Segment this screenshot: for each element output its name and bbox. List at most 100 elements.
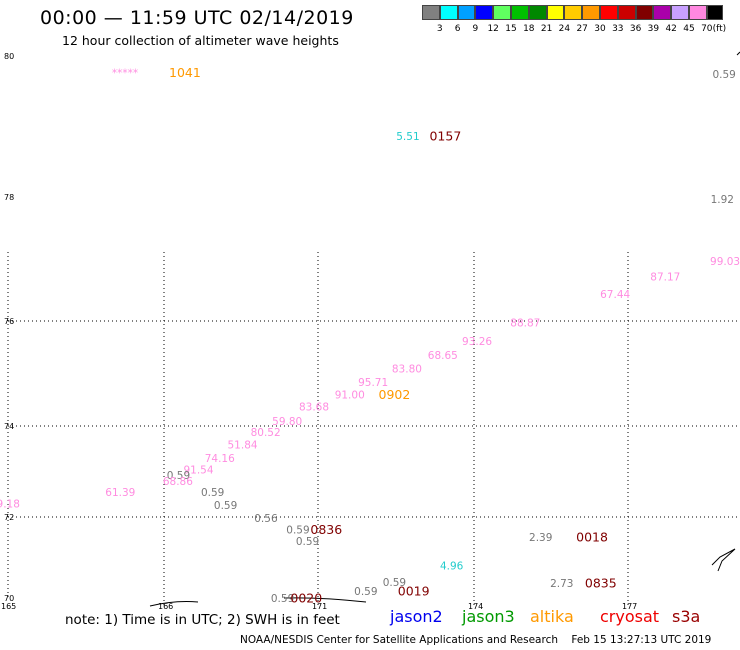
map-title: 00:00 — 11:59 UTC 02/14/2019 xyxy=(40,7,354,29)
x-tick-label: 174 xyxy=(468,602,483,611)
time-stamp-label: 1041 xyxy=(169,65,201,80)
wave-height-label: 2.39 xyxy=(529,532,552,544)
legend-swatch xyxy=(617,5,636,20)
wave-height-label: 0.59 xyxy=(383,577,406,589)
time-stamp-label: 0835 xyxy=(585,575,617,590)
credit-text: NOAA/NESDIS Center for Satellite Applica… xyxy=(240,634,558,646)
map-subtitle: 12 hour collection of altimeter wave hei… xyxy=(62,33,339,48)
wave-height-label: 51.84 xyxy=(228,440,258,452)
wave-height-label: 2.73 xyxy=(550,578,573,590)
wave-height-label: 91.00 xyxy=(335,390,365,402)
legend-swatch xyxy=(422,5,440,20)
y-tick-label: 80 xyxy=(4,52,14,61)
time-stamp-label: 0157 xyxy=(429,129,461,144)
wave-height-label: 0.59 xyxy=(712,69,735,81)
wave-height-label: ***** xyxy=(112,68,138,80)
legend-tick-label: 36 xyxy=(629,24,642,34)
legend-tick-label: 9 xyxy=(472,24,479,34)
legend-swatch xyxy=(582,5,600,20)
legend-swatch xyxy=(653,5,672,20)
wave-labels: *****10410.595.5101571.9292.699.0387.176… xyxy=(0,65,740,605)
time-stamp-label: 0836 xyxy=(310,522,342,537)
y-tick-label: 76 xyxy=(4,317,14,326)
wave-height-label: 68.86 xyxy=(163,476,193,488)
x-tick-label: 165 xyxy=(1,602,16,611)
legend-tick-label: 33 xyxy=(612,24,624,34)
legend-tick-label: 45 xyxy=(683,24,695,34)
legend-tick-label: 12 xyxy=(487,24,499,34)
satellite-s3a: s3a xyxy=(672,607,701,626)
wave-height-label: 4.96 xyxy=(440,560,464,572)
footer-note: note: 1) Time is in UTC; 2) SWH is in fe… xyxy=(65,612,340,628)
legend-tick-label: 70 xyxy=(701,24,713,34)
satellite-cryosat: cryosat xyxy=(600,607,660,626)
x-tick-label: 177 xyxy=(622,602,637,611)
wave-height-label: 95.71 xyxy=(358,377,388,389)
wave-height-label: 0.56 xyxy=(254,513,278,525)
satellite-altika: altika xyxy=(530,607,574,626)
grid-lines xyxy=(7,252,740,605)
x-tick-label: 166 xyxy=(158,602,173,611)
wave-height-label: 59.18 xyxy=(0,499,20,511)
y-tick-label: 72 xyxy=(4,513,14,522)
time-stamp-label: 0020 xyxy=(290,590,322,605)
legend-tick-label: 18 xyxy=(523,24,535,34)
satellite-jason2: jason2 xyxy=(390,607,443,626)
coastline xyxy=(149,51,740,607)
legend-tick-label: 42 xyxy=(665,24,677,34)
legend-swatch xyxy=(600,5,618,20)
legend-swatch xyxy=(671,5,689,20)
x-tick-label: 171 xyxy=(312,602,327,611)
footer-credit: NOAA/NESDIS Center for Satellite Applica… xyxy=(240,634,711,646)
legend-swatch xyxy=(475,5,494,20)
wave-height-label: 59.80 xyxy=(272,416,302,428)
satellite-jason3: jason3 xyxy=(462,607,515,626)
coastline-segment xyxy=(149,601,199,607)
wave-height-label: 61.39 xyxy=(105,487,135,499)
legend-tick-label: 27 xyxy=(576,24,588,34)
wave-height-label: 93.26 xyxy=(462,336,492,348)
wave-height-label: 0.59 xyxy=(271,593,294,605)
legend-swatch xyxy=(564,5,583,20)
wave-height-label: 1.92 xyxy=(711,194,734,206)
wave-height-label: 80.52 xyxy=(251,427,281,439)
legend-swatch xyxy=(439,5,458,20)
wave-height-label: 5.51 xyxy=(396,131,419,143)
y-tick-label: 70 xyxy=(4,594,14,603)
legend-tick-label: 24 xyxy=(558,24,571,34)
wave-height-label: 0.59 xyxy=(167,470,190,482)
legend-tick-label: 6 xyxy=(454,24,461,34)
legend-tick-label: 3 xyxy=(436,24,443,34)
wave-height-label: 83.68 xyxy=(299,402,329,414)
legend-tick-label: 15 xyxy=(505,24,517,34)
legend-swatch xyxy=(706,5,723,20)
wave-height-label: 67.44 xyxy=(600,289,630,301)
legend-unit: (ft) xyxy=(712,24,727,34)
y-tick-label: 78 xyxy=(4,193,14,202)
wave-height-label: 0.59 xyxy=(296,536,319,548)
wave-height-label: 91.54 xyxy=(183,465,213,477)
wave-height-label: 0.59 xyxy=(286,524,309,536)
credit-timestamp: Feb 15 13:27:13 UTC 2019 xyxy=(571,634,712,646)
wave-height-label: 87.17 xyxy=(650,272,680,284)
legend-swatch xyxy=(528,5,547,20)
wave-height-label: 68.65 xyxy=(428,350,458,362)
legend-swatch xyxy=(546,5,565,20)
legend-swatch xyxy=(457,5,476,20)
wave-height-label: 88.87 xyxy=(510,318,540,330)
time-stamp-label: 0018 xyxy=(576,530,608,545)
wave-height-label: 0.59 xyxy=(214,500,237,512)
y-tick-label: 74 xyxy=(4,422,14,431)
coastline-segment xyxy=(283,597,367,603)
wave-height-label: 83.80 xyxy=(392,363,422,375)
wave-height-label: 0.59 xyxy=(201,487,224,499)
legend-tick-label: 39 xyxy=(647,24,660,34)
legend-swatch xyxy=(689,5,707,20)
legend-swatch xyxy=(635,5,654,20)
legend-swatch xyxy=(493,5,511,20)
coastline-segment xyxy=(711,548,736,572)
wave-height-label: 0.59 xyxy=(354,586,377,598)
time-stamp-label: 0902 xyxy=(379,387,411,402)
